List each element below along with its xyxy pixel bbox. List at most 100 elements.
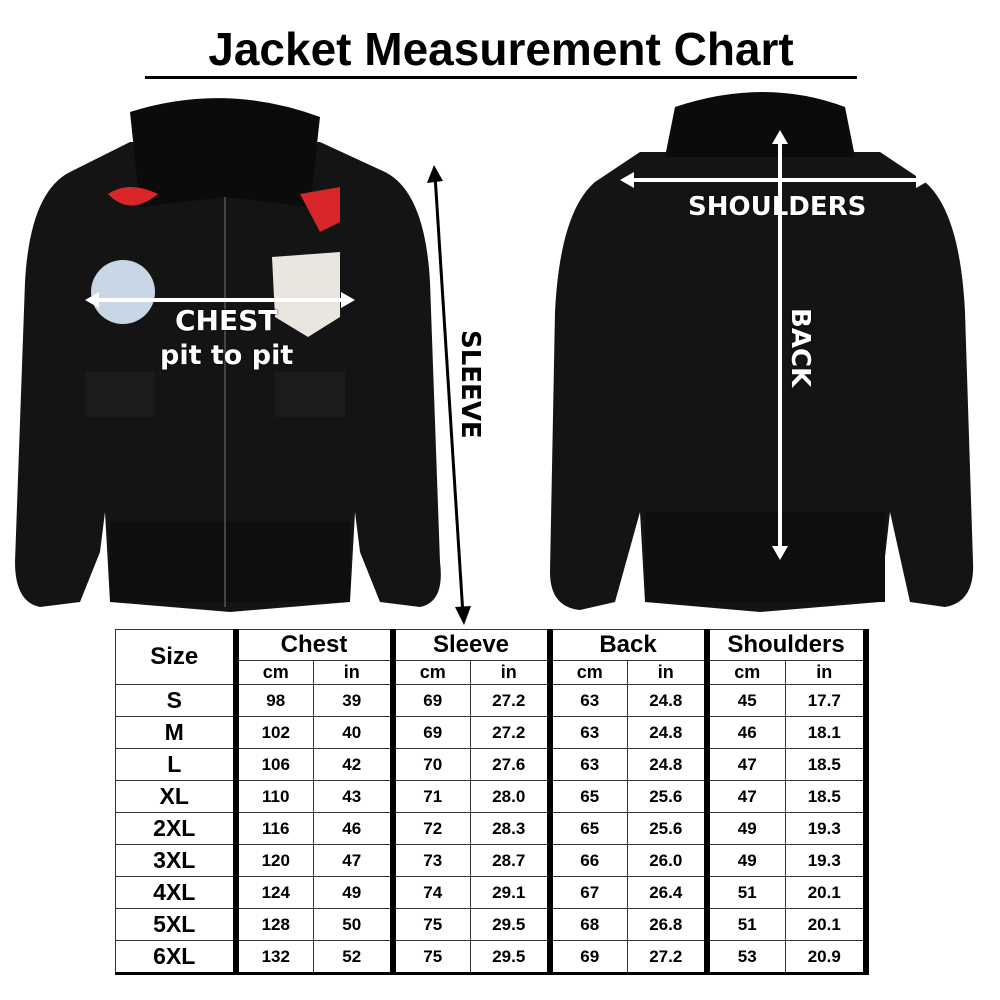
value-cell: 72 [389, 812, 471, 845]
value-cell: 29.5 [470, 908, 550, 941]
back-arrow [772, 130, 788, 560]
unit-header-cm: cm [232, 660, 314, 685]
size-cell: 3XL [115, 844, 236, 877]
value-cell: 18.5 [785, 780, 869, 813]
back-header: Back [546, 629, 707, 661]
value-cell: 46 [703, 716, 786, 749]
unit-header-in: in [785, 660, 869, 685]
value-cell: 28.7 [470, 844, 550, 877]
value-cell: 74 [389, 876, 471, 909]
table-row: M 102 40 69 27.2 63 24.8 46 18.1 [115, 716, 869, 749]
unit-header-in: in [313, 660, 393, 685]
value-cell: 39 [313, 684, 393, 717]
value-cell: 24.8 [627, 716, 707, 749]
value-cell: 65 [546, 780, 628, 813]
value-cell: 20.1 [785, 876, 869, 909]
table-row: 4XL 124 49 74 29.1 67 26.4 51 20.1 [115, 876, 869, 909]
value-cell: 26.4 [627, 876, 707, 909]
value-cell: 29.5 [470, 940, 550, 975]
size-header: Size [115, 629, 236, 685]
value-cell: 19.3 [785, 844, 869, 877]
shoulders-label: SHOULDERS [688, 192, 867, 222]
value-cell: 29.1 [470, 876, 550, 909]
table-row: XL 110 43 71 28.0 65 25.6 47 18.5 [115, 780, 869, 813]
chest-arrow [85, 292, 355, 308]
value-cell: 27.2 [470, 684, 550, 717]
value-cell: 46 [313, 812, 393, 845]
size-cell: XL [115, 780, 236, 813]
value-cell: 20.1 [785, 908, 869, 941]
unit-header-cm: cm [546, 660, 628, 685]
value-cell: 27.2 [627, 940, 707, 975]
back-label: BACK [785, 308, 815, 388]
chart-title: Jacket Measurement Chart [145, 22, 857, 79]
value-cell: 73 [389, 844, 471, 877]
size-cell: 6XL [115, 940, 236, 975]
sleeve-arrow [427, 165, 471, 625]
value-cell: 66 [546, 844, 628, 877]
chest-sub-label: pit to pit [160, 340, 294, 371]
value-cell: 28.0 [470, 780, 550, 813]
value-cell: 63 [546, 716, 628, 749]
size-cell: S [115, 684, 236, 717]
value-cell: 75 [389, 908, 471, 941]
value-cell: 25.6 [627, 812, 707, 845]
size-cell: 5XL [115, 908, 236, 941]
chest-label: CHEST [175, 304, 278, 337]
value-cell: 51 [703, 876, 786, 909]
back-jacket-image [550, 92, 974, 612]
table-row: 3XL 120 47 73 28.7 66 26.0 49 19.3 [115, 844, 869, 877]
value-cell: 102 [232, 716, 314, 749]
value-cell: 47 [313, 844, 393, 877]
value-cell: 28.3 [470, 812, 550, 845]
value-cell: 65 [546, 812, 628, 845]
value-cell: 71 [389, 780, 471, 813]
chest-header: Chest [232, 629, 393, 661]
value-cell: 20.9 [785, 940, 869, 975]
value-cell: 106 [232, 748, 314, 781]
value-cell: 69 [389, 716, 471, 749]
value-cell: 70 [389, 748, 471, 781]
value-cell: 116 [232, 812, 314, 845]
size-table: Size Chest Sleeve Back Shoulders cm in cm i… [115, 629, 869, 975]
value-cell: 63 [546, 748, 628, 781]
value-cell: 43 [313, 780, 393, 813]
unit-header-in: in [470, 660, 550, 685]
value-cell: 52 [313, 940, 393, 975]
value-cell: 24.8 [627, 748, 707, 781]
value-cell: 18.5 [785, 748, 869, 781]
table-row: L 106 42 70 27.6 63 24.8 47 18.5 [115, 748, 869, 781]
value-cell: 132 [232, 940, 314, 975]
value-cell: 75 [389, 940, 471, 975]
value-cell: 128 [232, 908, 314, 941]
value-cell: 49 [703, 844, 786, 877]
value-cell: 26.8 [627, 908, 707, 941]
table-row: 2XL 116 46 72 28.3 65 25.6 49 19.3 [115, 812, 869, 845]
value-cell: 69 [389, 684, 471, 717]
size-cell: L [115, 748, 236, 781]
value-cell: 67 [546, 876, 628, 909]
value-cell: 124 [232, 876, 314, 909]
value-cell: 63 [546, 684, 628, 717]
size-cell: 4XL [115, 876, 236, 909]
value-cell: 49 [703, 812, 786, 845]
value-cell: 47 [703, 748, 786, 781]
table-row: 6XL 132 52 75 29.5 69 27.2 53 20.9 [115, 940, 869, 975]
value-cell: 24.8 [627, 684, 707, 717]
value-cell: 68 [546, 908, 628, 941]
value-cell: 18.1 [785, 716, 869, 749]
value-cell: 120 [232, 844, 314, 877]
value-cell: 98 [232, 684, 314, 717]
value-cell: 25.6 [627, 780, 707, 813]
shoulders-header: Shoulders [703, 629, 869, 661]
size-cell: 2XL [115, 812, 236, 845]
unit-header-cm: cm [389, 660, 471, 685]
sleeve-header: Sleeve [389, 629, 550, 661]
front-jacket-image [15, 98, 441, 612]
value-cell: 47 [703, 780, 786, 813]
value-cell: 53 [703, 940, 786, 975]
value-cell: 50 [313, 908, 393, 941]
value-cell: 19.3 [785, 812, 869, 845]
value-cell: 69 [546, 940, 628, 975]
value-cell: 49 [313, 876, 393, 909]
